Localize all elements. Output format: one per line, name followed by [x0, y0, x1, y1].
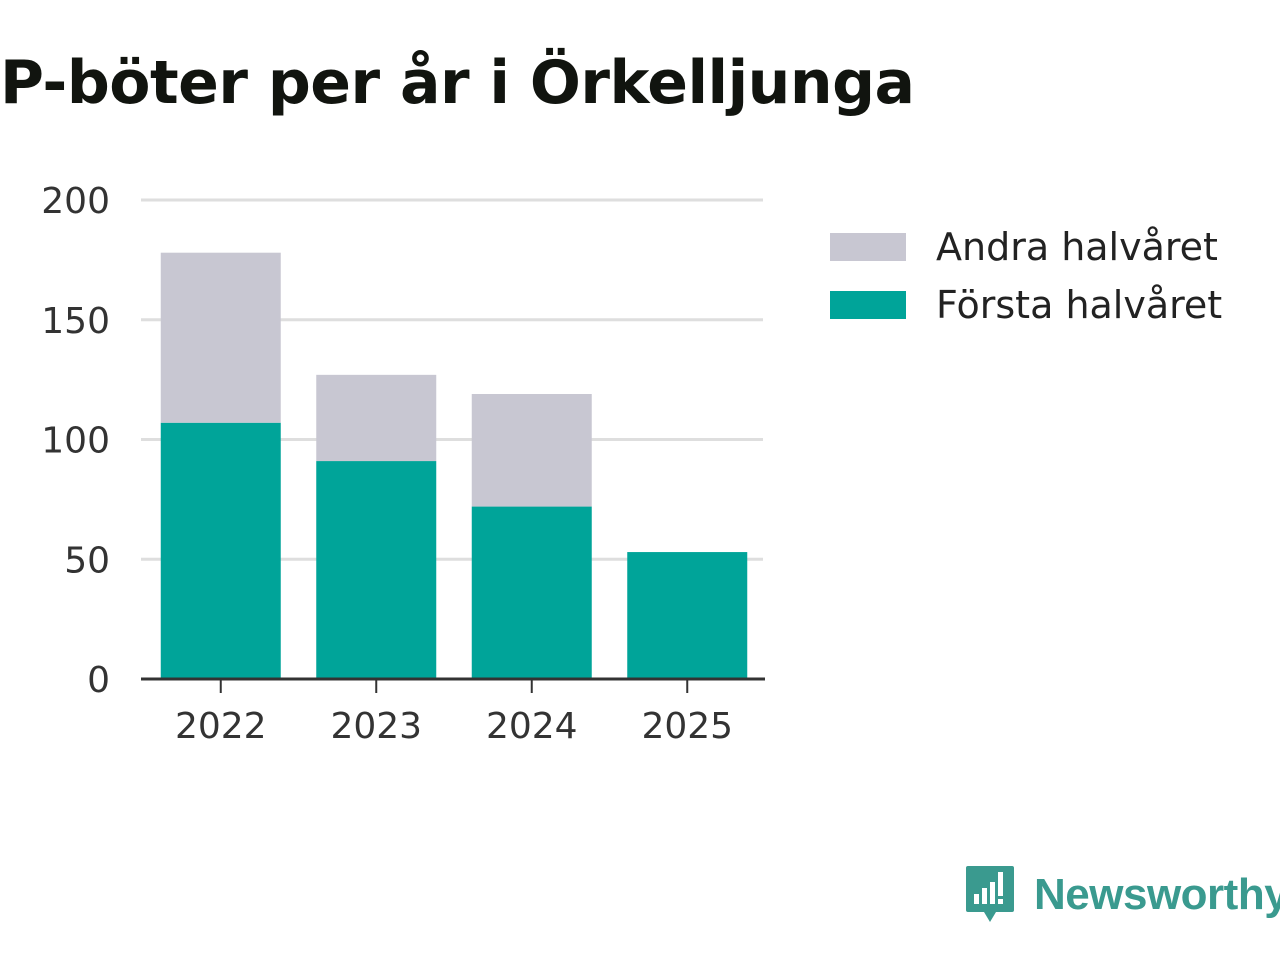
x-tick-label: 2022: [175, 706, 267, 747]
y-tick-label: 200: [41, 181, 110, 222]
newsworthy-logo-icon: [966, 866, 1014, 922]
legend-label: Första halvåret: [936, 283, 1222, 327]
y-tick-label: 150: [41, 301, 110, 342]
y-tick-label: 50: [64, 540, 110, 581]
x-tick-label: 2024: [486, 706, 578, 747]
legend-label: Andra halvåret: [936, 225, 1218, 269]
brand-name: Newsworthy: [1034, 870, 1280, 919]
bar-andra-halvaret-2022: [160, 252, 281, 423]
legend-swatch: [830, 291, 906, 319]
y-tick-label: 0: [87, 660, 110, 701]
bar-forsta-halvaret-2023: [316, 461, 437, 679]
bar-forsta-halvaret-2025: [627, 552, 748, 679]
legend-swatch: [830, 233, 906, 261]
x-tick-label: 2023: [330, 706, 422, 747]
bar-forsta-halvaret-2022: [160, 422, 281, 679]
x-tick-label: 2025: [641, 706, 733, 747]
chart-canvas: 0 50 100 150 200 2022 2023 2024 2025 Andra halvår…: [41, 181, 1222, 747]
bar-andra-halvaret-2024: [471, 393, 592, 507]
y-tick-label: 100: [41, 421, 110, 462]
chart-title: P-böter per år i Örkelljunga: [0, 48, 915, 118]
brand-logo: Newsworthy: [964, 864, 1280, 926]
bar-andra-halvaret-2023: [316, 374, 437, 462]
bar-forsta-halvaret-2024: [471, 506, 592, 679]
